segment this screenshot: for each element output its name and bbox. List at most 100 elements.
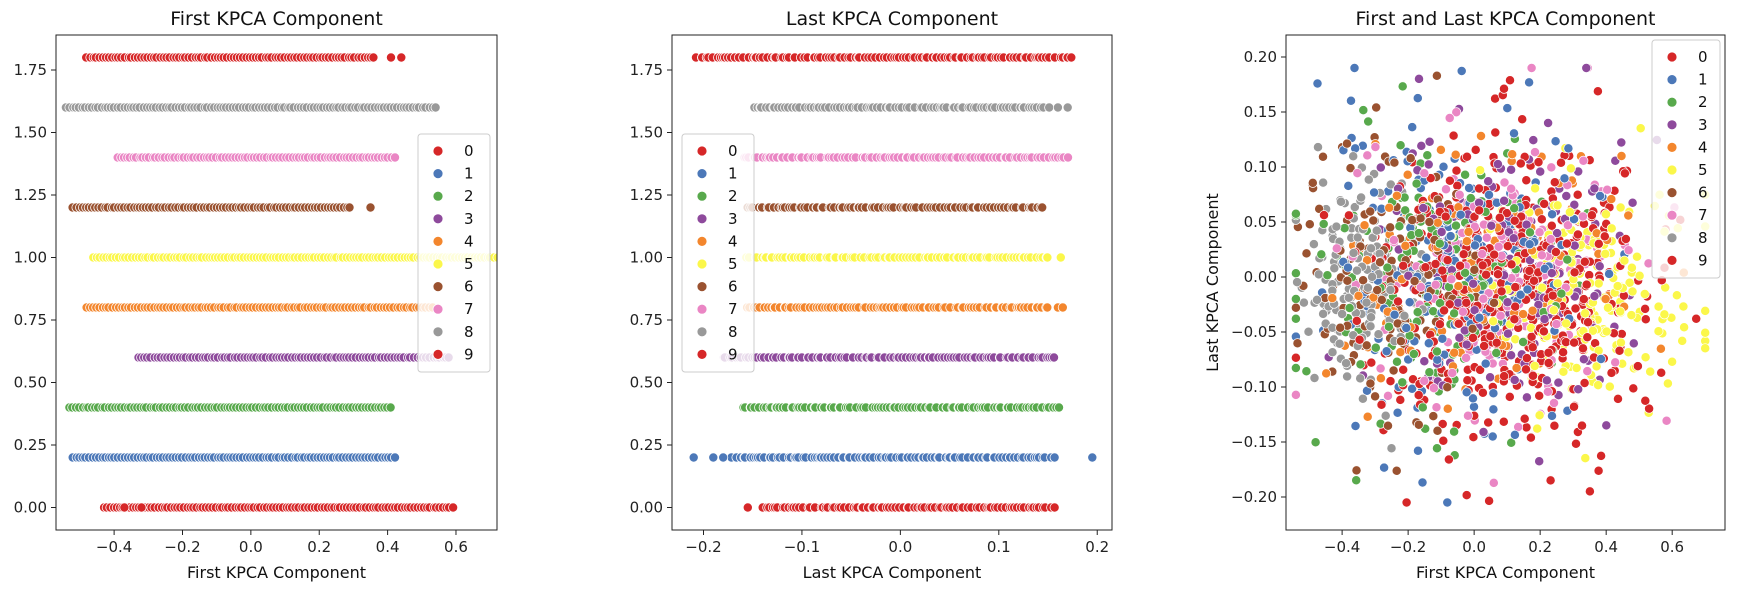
point-class-9 [1570,303,1581,314]
point-class-7 [1602,184,1613,195]
point-class-9 [1550,247,1561,257]
point-class-4 [1616,151,1627,161]
point-class-9 [1583,317,1593,328]
point-class-6 [1389,157,1400,168]
point-class-6 [1388,365,1399,376]
point-class-2 [1290,294,1301,304]
legend-label-3: 3 [1698,116,1708,134]
point-class-8 [1341,358,1352,369]
point-class-3 [1509,375,1520,385]
point-class-7 [1457,306,1468,317]
point-class-8 [1309,373,1320,383]
legend-marker-5 [1666,164,1678,176]
y-tick-label: 0.25 [630,436,663,454]
point-class-8 [1303,326,1314,337]
legend-label-2: 2 [1698,93,1708,111]
point-class-9 [1517,114,1528,125]
point-class-4 [1435,144,1446,155]
point-class-6 [1345,163,1356,174]
point-class-9 [1496,286,1507,297]
point-class-8 [1342,371,1353,382]
point-class-9 [1547,290,1558,301]
point-class-1 [1379,462,1390,473]
point-class-8 [1348,248,1359,258]
point-class-9 [1489,249,1500,260]
point-class-3 [1594,261,1605,272]
point-class-8 [1334,338,1345,349]
x-tick-label: −0.2 [164,538,200,556]
point-class-2 [1449,308,1460,319]
point-class-5 [1623,347,1634,358]
point-class-5 [1678,301,1689,312]
legend-label-2: 2 [464,187,474,205]
point-class-5 [1700,343,1711,354]
point-class-0 [1502,241,1513,252]
legend-label-8: 8 [728,323,738,341]
point-class-1 [1422,292,1433,302]
point-class-5 [1600,248,1611,259]
point-class-6 [1432,425,1443,436]
point-class-0 [1458,249,1469,260]
point-class-2 [1562,254,1573,265]
point-class-3 [1418,203,1429,213]
point-class-3 [1049,352,1060,363]
point-class-1 [1474,312,1485,323]
point-class-1 [1413,445,1423,456]
point-class-3 [1535,166,1546,177]
point-class-8 [1308,239,1319,250]
panel-first-and-last-kpca: First and Last KPCA Component −0.4 −0.2 0.… [1203,8,1726,582]
point-class-7 [1493,241,1504,252]
panel-2-frame [671,34,1113,531]
point-class-2 [1460,267,1471,278]
point-class-1 [1484,189,1494,200]
point-class-9 [1586,210,1597,221]
point-class-3 [1569,199,1580,210]
point-class-3 [1485,372,1496,383]
point-class-8 [1385,285,1396,295]
point-class-0 [1440,211,1451,222]
panel-2-x-label: Last KPCA Component [803,563,982,582]
point-class-1 [1407,383,1418,394]
point-class-2 [1290,208,1301,219]
point-class-9 [1490,127,1501,138]
point-class-1 [1469,401,1479,412]
panel-3-x-axis: −0.4 −0.2 0.0 0.2 0.4 0.6 [1324,530,1684,556]
y-tick-label: 1.00 [630,249,663,267]
point-class-4 [1449,347,1460,358]
point-class-2 [1290,268,1301,279]
point-class-6 [1428,411,1439,422]
point-class-1 [1488,388,1499,399]
point-class-3 [1506,350,1517,361]
point-class-8 [1312,294,1322,305]
point-class-6 [1407,215,1418,226]
panel-2-marks [688,52,1098,513]
legend-label-9: 9 [728,345,738,363]
point-class-6 [1037,202,1048,213]
point-class-6 [1292,338,1303,349]
legend-marker-0 [432,145,444,157]
point-class-4 [1527,305,1538,316]
point-class-8 [1366,243,1377,254]
point-class-3 [1423,159,1434,170]
point-class-1 [1563,143,1574,154]
point-class-8 [1367,271,1378,282]
point-class-7 [1545,234,1556,245]
point-class-0 [1354,334,1365,345]
point-class-3 [1561,191,1572,201]
point-class-3 [1453,297,1464,308]
point-class-1 [1524,77,1535,88]
point-class-2 [1465,193,1476,204]
point-class-4 [1353,290,1364,301]
point-class-5-outlier [1055,252,1066,263]
point-class-2 [1363,116,1374,127]
point-class-9-outlier [385,52,396,63]
point-class-0 [1475,364,1486,375]
legend-marker-9 [432,348,444,360]
point-class-4 [1600,294,1611,304]
point-class-3 [1503,328,1513,339]
point-class-0 [1515,158,1526,169]
point-class-6 [1290,302,1301,313]
point-class-5 [1591,361,1602,372]
point-class-5 [1552,278,1563,289]
